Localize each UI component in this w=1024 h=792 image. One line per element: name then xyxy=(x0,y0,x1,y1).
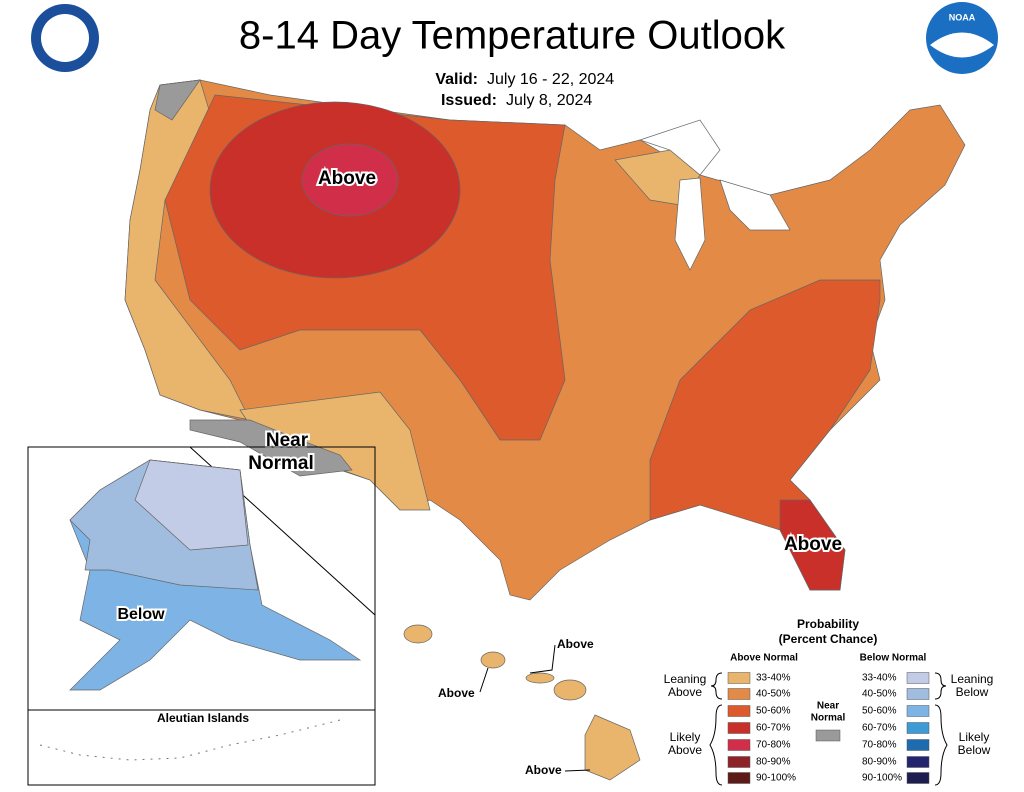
below-swatch xyxy=(906,705,930,717)
legend-title: Probability xyxy=(797,617,859,631)
pointer xyxy=(564,769,591,772)
group-label: Leaning xyxy=(664,672,707,686)
above-swatch xyxy=(727,772,751,784)
issued-label: Issued: xyxy=(441,92,497,109)
below-swatch xyxy=(906,739,930,751)
below-swatch xyxy=(906,688,930,700)
below-header: Below Normal xyxy=(860,653,927,664)
label-hi-above: Above xyxy=(438,686,475,700)
above-swatch xyxy=(727,705,751,717)
above-range: 70-80% xyxy=(756,740,791,751)
near-normal-nw xyxy=(154,79,201,121)
above-range: 33-40% xyxy=(756,673,791,684)
kauai xyxy=(403,624,433,644)
label-above-west: Above xyxy=(318,168,376,189)
pointer xyxy=(479,667,489,693)
title: 8-14 Day Temperature Outlook xyxy=(239,14,786,58)
brace-above xyxy=(709,672,723,786)
above-range: 60-70% xyxy=(756,723,791,734)
florida-60-70 xyxy=(779,499,846,591)
legend: Probability (Percent Chance) Above Norma… xyxy=(664,617,994,786)
near-swatch xyxy=(815,729,841,742)
below-range: 90-100% xyxy=(862,773,902,784)
noaa-gull xyxy=(930,32,994,58)
southeast-50-60 xyxy=(649,279,881,531)
above-header: Above Normal xyxy=(730,653,798,664)
legend-subtitle: (Percent Chance) xyxy=(779,632,878,646)
alaska-33-40 xyxy=(134,459,249,551)
label-above-florida: Above xyxy=(784,534,842,555)
near-label: Near xyxy=(817,701,839,712)
group-label: Above xyxy=(668,685,702,699)
near-normal-sw xyxy=(189,419,353,477)
oahu xyxy=(480,651,506,669)
alaska-box xyxy=(27,446,376,786)
below-range: 50-60% xyxy=(862,706,897,717)
lake-michigan xyxy=(674,177,706,271)
commerce-seal-inner xyxy=(41,14,89,62)
issued-date: July 8, 2024 xyxy=(506,92,592,109)
noaa-text: NOAA xyxy=(949,12,976,22)
above-range: 40-50% xyxy=(756,689,791,700)
above-swatch xyxy=(727,756,751,768)
maui xyxy=(553,679,587,701)
below-swatch xyxy=(906,672,930,684)
below-range: 60-70% xyxy=(862,723,897,734)
below-range: 70-80% xyxy=(862,740,897,751)
below-swatch xyxy=(906,772,930,784)
aleutian-islands xyxy=(39,719,341,761)
above-range: 90-100% xyxy=(756,773,796,784)
label-below: Below xyxy=(117,606,165,623)
below-range: 40-50% xyxy=(862,689,897,700)
near-label: Normal xyxy=(811,713,846,724)
big-island xyxy=(584,714,641,781)
above-swatch xyxy=(727,688,751,700)
above-swatch xyxy=(727,739,751,751)
label-normal: Normal xyxy=(248,453,313,474)
label-aleutian: Aleutian Islands xyxy=(157,711,249,725)
group-label: Below xyxy=(958,743,991,757)
above-swatch xyxy=(727,722,751,734)
group-label: Leaning xyxy=(951,672,994,686)
group-label: Below xyxy=(956,685,989,699)
molokai xyxy=(525,672,555,684)
valid-dates: July 16 - 22, 2024 xyxy=(487,71,614,88)
below-swatch xyxy=(906,756,930,768)
core-70-80 xyxy=(301,143,399,217)
group-label: Above xyxy=(668,743,702,757)
below-range: 33-40% xyxy=(862,673,897,684)
above-swatch xyxy=(727,672,751,684)
label-hi-above: Above xyxy=(525,763,562,777)
below-swatch xyxy=(906,722,930,734)
lake-huron xyxy=(719,179,791,231)
pointer xyxy=(529,644,556,674)
valid-label: Valid: xyxy=(435,71,478,88)
group-label: Likely xyxy=(959,730,990,744)
label-near: Near xyxy=(266,430,309,451)
above-range: 80-90% xyxy=(756,757,791,768)
above-range: 50-60% xyxy=(756,706,791,717)
below-range: 80-90% xyxy=(862,757,897,768)
group-label: Likely xyxy=(670,730,701,744)
lake-superior xyxy=(638,119,721,176)
hawaii-islands xyxy=(403,624,641,781)
label-hi-above: Above xyxy=(557,637,594,651)
brace-below xyxy=(934,672,948,786)
